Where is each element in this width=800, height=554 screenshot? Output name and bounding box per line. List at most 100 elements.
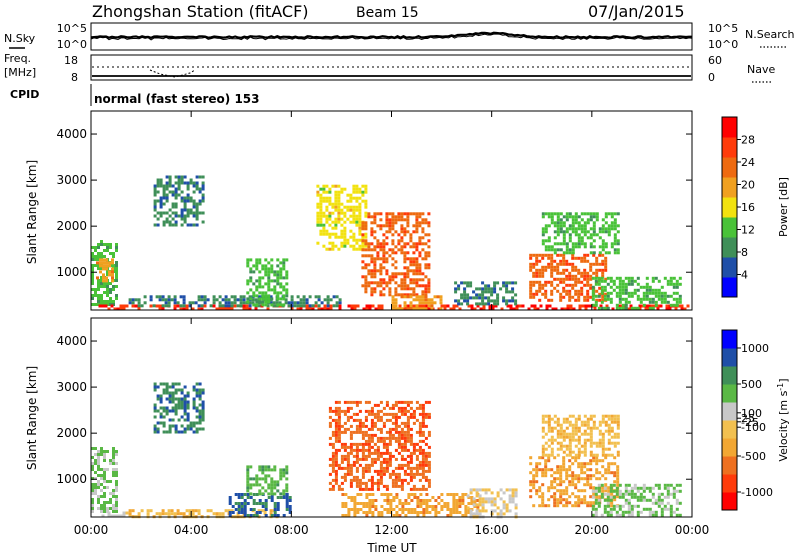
velocity-colorbar-tick-label: 100 (741, 407, 762, 420)
velocity-patch-0 (91, 447, 118, 513)
velocity-colorbar-swatch (722, 492, 737, 511)
velocity-colorbar-tick-label: -500 (741, 450, 766, 463)
velocity-patch-4 (228, 493, 292, 517)
nave-tick-bottom: 0 (708, 71, 715, 84)
power-y-tick-label: 3000 (56, 173, 87, 187)
velocity-colorbar-swatch (722, 438, 737, 457)
velocity-y-axis: 1000 2000 3000 4000 (56, 334, 692, 486)
velocity-colorbar-tick-label: 500 (741, 378, 762, 391)
power-colorbar-swatch (722, 177, 737, 198)
velocity-colorbar-swatch (722, 384, 737, 403)
velocity-patch-5 (246, 465, 289, 496)
power-patch-3 (128, 295, 342, 308)
power-patch-6 (316, 184, 368, 251)
nsky-trace (90, 31, 692, 39)
power-colorbar-swatch (722, 257, 737, 278)
x-tick-label: 00:00 (74, 523, 109, 537)
power-colorbar-tick-label: 8 (741, 246, 748, 259)
nave-tick-top: 60 (708, 54, 722, 67)
nsky-tick-bottom: 10^0 (57, 38, 87, 51)
velocity-colorbar-swatch (722, 348, 737, 367)
power-patch-8 (391, 295, 443, 311)
power-y-label: Slant Range [km] (25, 160, 39, 264)
power-colorbar-swatch (722, 137, 737, 158)
velocity-colorbar-swatches (722, 330, 737, 511)
power-colorbar-swatch (722, 157, 737, 178)
velocity-colorbar-swatch (722, 456, 737, 475)
power-y-tick-label: 1000 (56, 265, 87, 279)
velocity-y-tick-label: 2000 (56, 426, 87, 440)
velocity-panel: 1000 2000 3000 4000 00:00 04:00 08:00 12:00 16:… (25, 317, 710, 554)
power-y-axis: 1000 2000 3000 4000 (56, 127, 692, 279)
x-tick-label: 04:00 (174, 523, 209, 537)
power-colorbar-swatch (722, 117, 737, 138)
velocity-y-tick-label: 4000 (56, 334, 87, 348)
power-colorbar-label: Power [dB] (777, 177, 790, 237)
power-patch-11 (541, 212, 620, 255)
power-patch-5 (246, 258, 289, 307)
power-patch-4 (153, 175, 205, 227)
power-colorbar: 4 8 12 16 20 24 28 Power [dB] (721, 116, 790, 298)
velocity-y-tick-label: 3000 (56, 380, 87, 394)
velocity-colorbar-tick-label: 1000 (741, 342, 769, 355)
date-label: 07/Jan/2015 (588, 2, 685, 21)
velocity-patch-7 (341, 493, 480, 517)
power-colorbar-ticks: 4 8 12 16 20 24 28 (737, 134, 755, 282)
x-tick-label: 20:00 (575, 523, 610, 537)
freq-label-1: Freq. (4, 52, 31, 65)
freq-label-2: [MHz] (4, 66, 36, 79)
velocity-colorbar-swatch (722, 366, 737, 385)
power-colorbar-tick-label: 16 (741, 201, 755, 214)
velocity-data-layer (91, 382, 682, 519)
velocity-colorbar-tick-label: 25 (741, 412, 755, 425)
velocity-colorbar-swatch (722, 420, 737, 439)
velocity-colorbar-tick-label: -100 (741, 421, 766, 434)
station-title: Zhongshan Station (fitACF) (92, 2, 309, 21)
power-patch-7 (361, 212, 431, 297)
velocity-colorbar-tick-label: -1000 (741, 486, 773, 499)
velocity-y-label: Slant Range [km] (25, 366, 39, 470)
velocity-colorbar-swatch (722, 330, 737, 349)
velocity-colorbar-tick-label: -25 (741, 416, 759, 429)
x-tick-label: 16:00 (474, 523, 509, 537)
cpid-text: normal (fast stereo) 153 (94, 92, 260, 106)
power-y-tick-label: 2000 (56, 219, 87, 233)
nsky-label: N.Sky (4, 32, 36, 45)
x-tick-label: 00:00 (675, 523, 710, 537)
nsearch-tick-bottom: 10^0 (708, 38, 738, 51)
x-axis-label: Time UT (366, 541, 417, 554)
power-patch-9 (454, 281, 518, 306)
power-data-layer (91, 175, 690, 311)
velocity-patch-3 (153, 382, 205, 434)
power-colorbar-swatches (722, 117, 737, 298)
power-patch-1 (96, 258, 114, 283)
power-colorbar-tick-label: 4 (741, 269, 748, 282)
power-colorbar-swatch (722, 217, 737, 238)
velocity-patch-8 (466, 488, 518, 519)
nsearch-label: N.Search (745, 28, 795, 41)
power-patch-10 (529, 253, 608, 302)
power-y-tick-label: 4000 (56, 127, 87, 141)
power-panel: 1000 2000 3000 4000 Slant Range [km] (25, 110, 693, 311)
nsky-tick-top: 10^5 (57, 22, 87, 35)
velocity-colorbar-swatch (722, 474, 737, 493)
x-tick-label: 12:00 (374, 523, 409, 537)
power-colorbar-swatch (722, 237, 737, 258)
nsearch-tick-top: 10^5 (708, 22, 738, 35)
velocity-patch-1 (101, 511, 132, 518)
velocity-colorbar-frame (721, 329, 738, 511)
power-patch-12 (591, 276, 682, 310)
x-tick-label: 08:00 (274, 523, 309, 537)
velocity-colorbar-label: Velocity [m s-1] (776, 378, 791, 461)
power-x-ticks (90, 111, 693, 310)
velocity-patch-11 (591, 483, 682, 517)
power-colorbar-tick-label: 24 (741, 156, 755, 169)
velocity-patch-6 (328, 400, 431, 491)
freq-tick-top: 18 (64, 54, 78, 67)
beam-label: Beam 15 (356, 5, 419, 21)
power-colorbar-tick-label: 20 (741, 179, 755, 192)
freq-panel (90, 54, 693, 81)
nsearch-trace (90, 33, 693, 41)
